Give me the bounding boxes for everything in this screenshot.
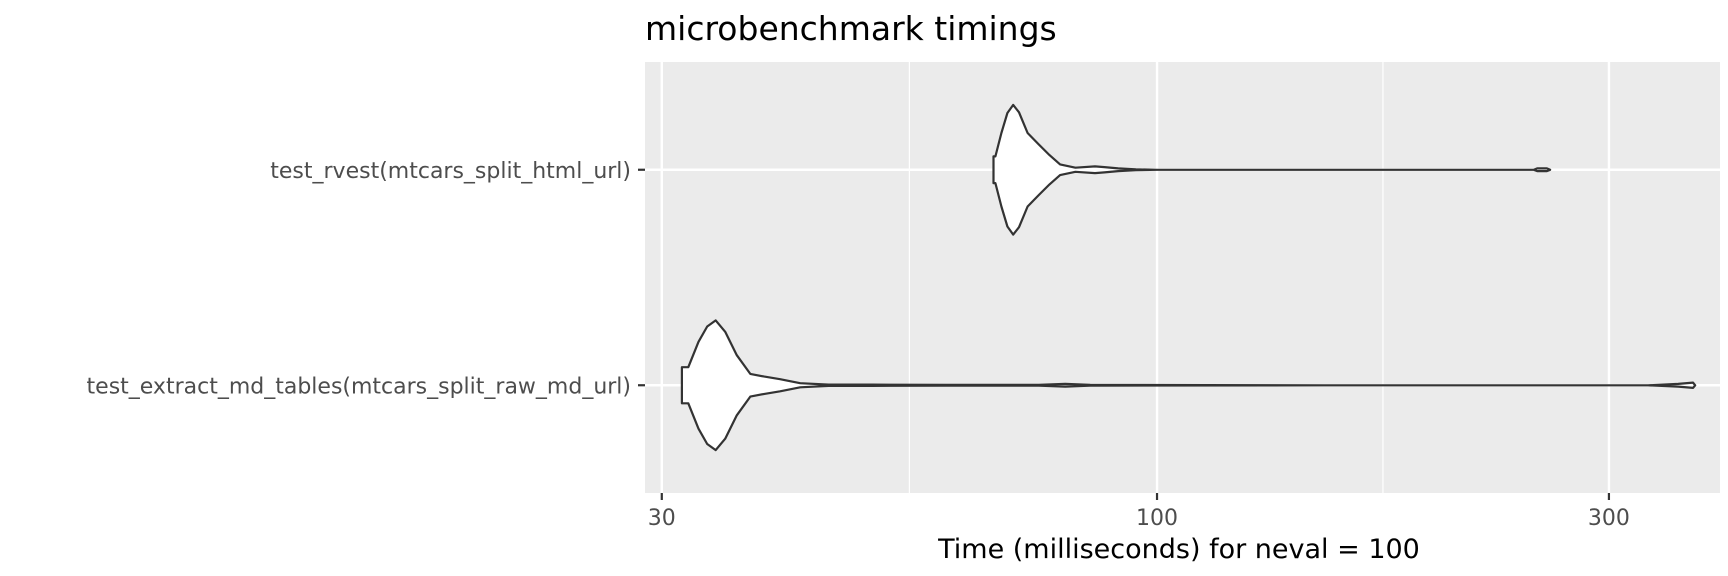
y-tick-label-1: test_extract_md_tables(mtcars_split_raw_… bbox=[87, 374, 631, 399]
y-axis: test_rvest(mtcars_split_html_url) test_ex… bbox=[87, 159, 645, 399]
x-axis-label: Time (milliseconds) for neval = 100 bbox=[937, 534, 1420, 565]
x-tick-label-100: 100 bbox=[1136, 506, 1178, 531]
x-tick-label-30: 30 bbox=[648, 506, 676, 531]
violin-1 bbox=[680, 319, 1697, 452]
violin-0 bbox=[992, 103, 1552, 236]
y-tick-label-0: test_rvest(mtcars_split_html_url) bbox=[270, 159, 631, 184]
violins bbox=[680, 103, 1697, 452]
minor-gridlines bbox=[908, 62, 1384, 493]
plot-panel bbox=[645, 62, 1720, 493]
x-tick-label-300: 300 bbox=[1588, 506, 1630, 531]
x-axis: 30 100 300 bbox=[648, 493, 1630, 531]
chart-title: microbenchmark timings bbox=[645, 9, 1057, 48]
